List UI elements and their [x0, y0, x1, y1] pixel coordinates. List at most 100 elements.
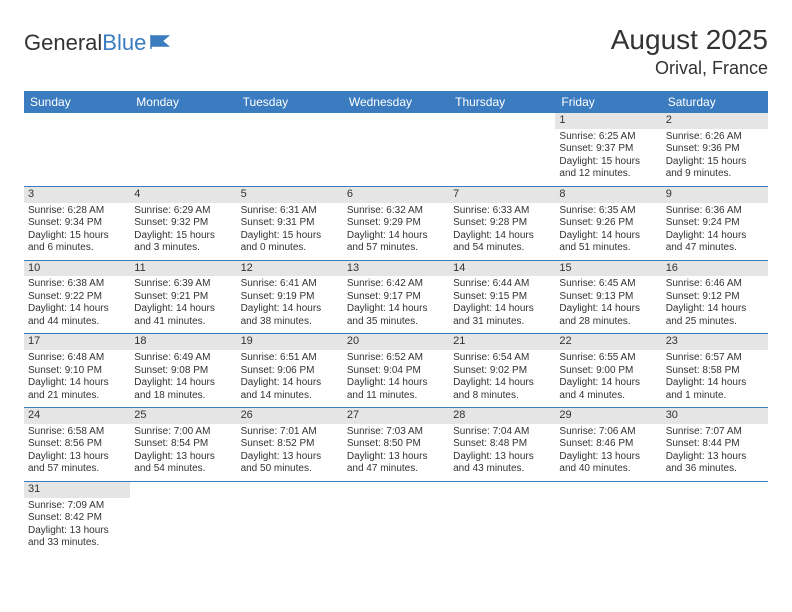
day-number: 5: [237, 187, 343, 203]
calendar-cell: [343, 113, 449, 186]
day-header-row: SundayMondayTuesdayWednesdayThursdayFrid…: [24, 91, 768, 113]
daylight-line: and 57 minutes.: [347, 242, 445, 255]
daylight-line: and 35 minutes.: [347, 316, 445, 329]
daylight-line: and 9 minutes.: [666, 168, 764, 181]
daylight-line: Daylight: 13 hours: [347, 451, 445, 464]
day-number: 4: [130, 187, 236, 203]
day-header: Monday: [130, 91, 236, 113]
sunset-line: Sunset: 9:10 PM: [28, 365, 126, 378]
day-number: 29: [555, 408, 661, 424]
daylight-line: Daylight: 14 hours: [666, 303, 764, 316]
sunrise-line: Sunrise: 6:32 AM: [347, 205, 445, 218]
day-number: 2: [662, 113, 768, 129]
calendar-cell: 13Sunrise: 6:42 AMSunset: 9:17 PMDayligh…: [343, 260, 449, 334]
sunrise-line: Sunrise: 6:57 AM: [666, 352, 764, 365]
day-number: 14: [449, 261, 555, 277]
day-number: 25: [130, 408, 236, 424]
calendar-body: 1Sunrise: 6:25 AMSunset: 9:37 PMDaylight…: [24, 113, 768, 555]
daylight-line: and 28 minutes.: [559, 316, 657, 329]
sunrise-line: Sunrise: 7:00 AM: [134, 426, 232, 439]
daylight-line: Daylight: 13 hours: [559, 451, 657, 464]
sunrise-line: Sunrise: 7:04 AM: [453, 426, 551, 439]
daylight-line: Daylight: 14 hours: [559, 377, 657, 390]
day-number: 10: [24, 261, 130, 277]
day-header: Thursday: [449, 91, 555, 113]
sunset-line: Sunset: 9:08 PM: [134, 365, 232, 378]
day-number: 6: [343, 187, 449, 203]
sunrise-line: Sunrise: 6:55 AM: [559, 352, 657, 365]
calendar-cell: 20Sunrise: 6:52 AMSunset: 9:04 PMDayligh…: [343, 334, 449, 408]
daylight-line: and 41 minutes.: [134, 316, 232, 329]
calendar-cell: 7Sunrise: 6:33 AMSunset: 9:28 PMDaylight…: [449, 186, 555, 260]
daylight-line: and 44 minutes.: [28, 316, 126, 329]
calendar-cell: 21Sunrise: 6:54 AMSunset: 9:02 PMDayligh…: [449, 334, 555, 408]
daylight-line: Daylight: 15 hours: [559, 156, 657, 169]
sunset-line: Sunset: 9:34 PM: [28, 217, 126, 230]
day-number: 28: [449, 408, 555, 424]
daylight-line: and 47 minutes.: [347, 463, 445, 476]
day-number: 27: [343, 408, 449, 424]
day-number: 30: [662, 408, 768, 424]
sunrise-line: Sunrise: 6:44 AM: [453, 278, 551, 291]
daylight-line: Daylight: 14 hours: [559, 303, 657, 316]
daylight-line: Daylight: 14 hours: [347, 303, 445, 316]
daylight-line: Daylight: 14 hours: [28, 377, 126, 390]
day-number: 3: [24, 187, 130, 203]
flag-icon: [150, 30, 174, 56]
calendar-cell: [555, 481, 661, 554]
sunset-line: Sunset: 9:36 PM: [666, 143, 764, 156]
calendar-cell: 23Sunrise: 6:57 AMSunset: 8:58 PMDayligh…: [662, 334, 768, 408]
daylight-line: and 3 minutes.: [134, 242, 232, 255]
day-number: 19: [237, 334, 343, 350]
day-number: 11: [130, 261, 236, 277]
calendar-row: 3 Sunrise: 6:28 AMSunset: 9:34 PM Daylight…: [24, 186, 768, 260]
daylight-line: Daylight: 14 hours: [559, 230, 657, 243]
sunset-line: Sunset: 9:17 PM: [347, 291, 445, 304]
sunset-line: Sunset: 9:13 PM: [559, 291, 657, 304]
day-number: 1: [555, 113, 661, 129]
daylight-line: and 36 minutes.: [666, 463, 764, 476]
daylight-line: Daylight: 15 hours: [241, 230, 339, 243]
daylight-line: and 50 minutes.: [241, 463, 339, 476]
sunrise-line: Sunrise: 6:26 AM: [666, 131, 764, 144]
logo-text-2: Blue: [102, 30, 146, 56]
sunset-line: Sunset: 9:02 PM: [453, 365, 551, 378]
day-number: 13: [343, 261, 449, 277]
sunset-line: Sunset: 9:00 PM: [559, 365, 657, 378]
daylight-line: Daylight: 14 hours: [666, 230, 764, 243]
daylight-line: and 51 minutes.: [559, 242, 657, 255]
calendar-cell: [130, 481, 236, 554]
day-number: 21: [449, 334, 555, 350]
calendar-cell: [24, 113, 130, 186]
sunset-line: Sunset: 9:21 PM: [134, 291, 232, 304]
calendar-cell: 6Sunrise: 6:32 AMSunset: 9:29 PMDaylight…: [343, 186, 449, 260]
day-header: Wednesday: [343, 91, 449, 113]
daylight-line: Daylight: 14 hours: [347, 377, 445, 390]
calendar-table: SundayMondayTuesdayWednesdayThursdayFrid…: [24, 91, 768, 555]
calendar-cell: 19Sunrise: 6:51 AMSunset: 9:06 PMDayligh…: [237, 334, 343, 408]
day-number: 31: [24, 482, 130, 498]
calendar-cell: [449, 113, 555, 186]
sunrise-line: Sunrise: 6:54 AM: [453, 352, 551, 365]
sunset-line: Sunset: 9:22 PM: [28, 291, 126, 304]
daylight-line: and 33 minutes.: [28, 537, 126, 550]
sunrise-line: Sunrise: 6:45 AM: [559, 278, 657, 291]
sunset-line: Sunset: 8:42 PM: [28, 512, 126, 525]
sunrise-line: Sunrise: 7:03 AM: [347, 426, 445, 439]
day-number: 9: [662, 187, 768, 203]
calendar-cell: 10Sunrise: 6:38 AMSunset: 9:22 PMDayligh…: [24, 260, 130, 334]
sunset-line: Sunset: 9:29 PM: [347, 217, 445, 230]
calendar-cell: 16Sunrise: 6:46 AMSunset: 9:12 PMDayligh…: [662, 260, 768, 334]
calendar-cell: 4Sunrise: 6:29 AMSunset: 9:32 PMDaylight…: [130, 186, 236, 260]
day-number: 17: [24, 334, 130, 350]
day-header: Sunday: [24, 91, 130, 113]
daylight-line: Daylight: 13 hours: [241, 451, 339, 464]
calendar-cell: [237, 481, 343, 554]
sunrise-line: Sunrise: 6:28 AM: [28, 205, 126, 218]
sunset-line: Sunset: 9:24 PM: [666, 217, 764, 230]
calendar-cell: 28Sunrise: 7:04 AMSunset: 8:48 PMDayligh…: [449, 408, 555, 482]
day-number: 26: [237, 408, 343, 424]
daylight-line: and 47 minutes.: [666, 242, 764, 255]
sunset-line: Sunset: 9:28 PM: [453, 217, 551, 230]
calendar-cell: 31Sunrise: 7:09 AMSunset: 8:42 PMDayligh…: [24, 481, 130, 554]
